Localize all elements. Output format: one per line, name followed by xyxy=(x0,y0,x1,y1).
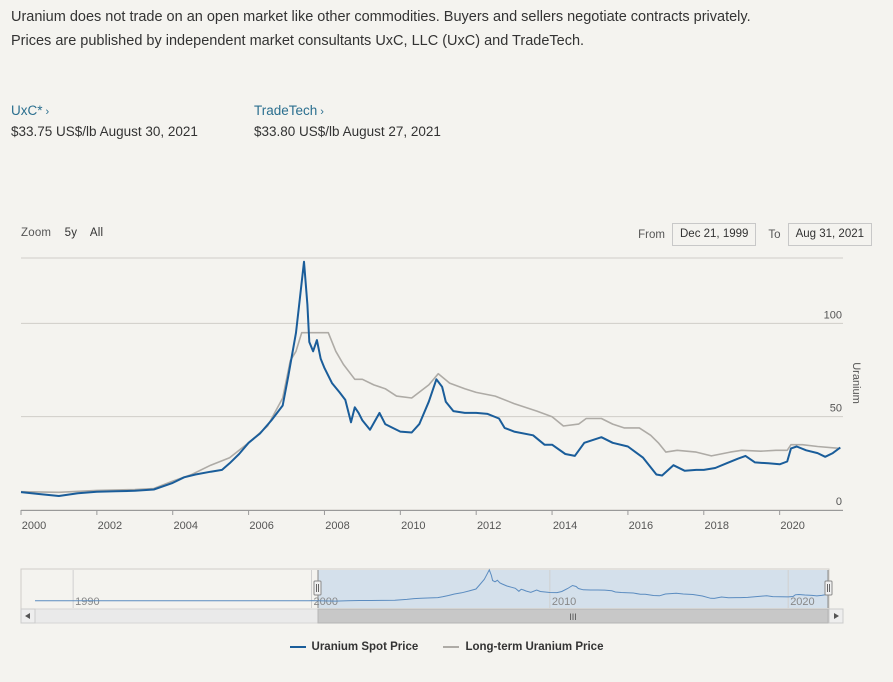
navigator-tick-label: 2020 xyxy=(790,596,814,608)
legend-item-longterm[interactable]: Long-term Uranium Price xyxy=(443,641,603,653)
intro-text: Uranium does not trade on an open market… xyxy=(11,5,871,53)
x-tick-label: 2002 xyxy=(98,520,122,532)
tradetech-price-value: $33.80 US$/lb August 27, 2021 xyxy=(254,124,441,139)
x-tick-label: 2010 xyxy=(401,520,425,532)
zoom-5y-button[interactable]: 5y xyxy=(64,227,78,239)
navigator-tick-label: 1990 xyxy=(75,596,99,608)
y-axis-ticks: 0 50 100 xyxy=(824,309,842,508)
zoom-all-button[interactable]: All xyxy=(89,227,104,239)
x-tick-label: 2012 xyxy=(477,520,501,532)
x-tick-label: 2014 xyxy=(553,520,577,532)
chevron-right-icon: › xyxy=(45,106,50,118)
chart-legend: Uranium Spot Price Long-term Uranium Pri… xyxy=(0,639,893,653)
navigator-left-handle[interactable] xyxy=(313,580,322,596)
x-tick-label: 2004 xyxy=(173,520,197,532)
legend-swatch-spot xyxy=(289,646,306,648)
longterm-price-line xyxy=(20,331,841,494)
navigator-scrollbar[interactable]: III xyxy=(20,608,844,624)
navigator-right-handle[interactable] xyxy=(824,580,833,596)
navigator[interactable]: 1990 2000 2010 2020 xyxy=(20,568,833,610)
from-date-input[interactable]: Dec 21, 1999 xyxy=(672,223,757,246)
scrollbar-thumb[interactable] xyxy=(317,608,829,624)
legend-label-longterm: Long-term Uranium Price xyxy=(465,641,604,653)
series-lines xyxy=(20,260,841,497)
from-label: From xyxy=(638,228,665,241)
arrow-right-icon xyxy=(834,613,839,619)
tradetech-price: TradeTech › $33.80 US$/lb August 27, 2021 xyxy=(254,101,441,142)
x-tick-label: 2018 xyxy=(705,520,729,532)
scrollbar-grip-icon: III xyxy=(569,612,577,622)
grid-lines xyxy=(21,257,843,511)
x-tick-label: 2008 xyxy=(325,520,349,532)
navigator-selection[interactable] xyxy=(318,570,828,608)
uxc-price-value: $33.75 US$/lb August 30, 2021 xyxy=(11,124,198,139)
tradetech-link[interactable]: TradeTech xyxy=(254,103,318,118)
date-range-selector: From Dec 21, 1999 To Aug 31, 2021 xyxy=(631,223,872,246)
uxc-link[interactable]: UxC* xyxy=(11,103,43,118)
chevron-right-icon: › xyxy=(320,106,324,118)
legend-label-spot: Uranium Spot Price xyxy=(311,641,419,653)
legend-item-spot[interactable]: Uranium Spot Price xyxy=(289,641,419,653)
navigator-series-line xyxy=(35,568,827,602)
legend-swatch-longterm xyxy=(443,646,460,648)
navigator-tick-label: 2010 xyxy=(552,596,576,608)
intro-line-2: Prices are published by independent mark… xyxy=(11,33,585,49)
y-tick-label: 100 xyxy=(824,309,842,321)
x-axis-ticks: 2000 2002 2004 2006 2008 2010 2012 2014 2016 2018… xyxy=(20,510,843,532)
y-tick-label: 0 xyxy=(836,496,842,508)
spot-price-line xyxy=(20,260,841,497)
y-tick-label: 50 xyxy=(830,403,842,415)
y-axis-label: Uranium xyxy=(850,362,862,404)
navigator-tick-label: 2000 xyxy=(313,596,337,608)
zoom-selector: Zoom 5y All xyxy=(21,227,113,239)
x-tick-label: 2006 xyxy=(249,520,273,532)
navigator-ticks: 1990 2000 2010 2020 xyxy=(72,570,815,608)
x-tick-label: 2020 xyxy=(780,520,804,532)
zoom-label: Zoom xyxy=(21,227,52,239)
to-label: To xyxy=(768,228,781,241)
x-tick-label: 2000 xyxy=(22,520,46,532)
intro-line-1: Uranium does not trade on an open market… xyxy=(11,9,751,25)
arrow-left-icon xyxy=(25,613,30,619)
x-tick-label: 2016 xyxy=(629,520,653,532)
uxc-price: UxC* › $33.75 US$/lb August 30, 2021 xyxy=(11,101,198,142)
to-date-input[interactable]: Aug 31, 2021 xyxy=(787,223,872,246)
